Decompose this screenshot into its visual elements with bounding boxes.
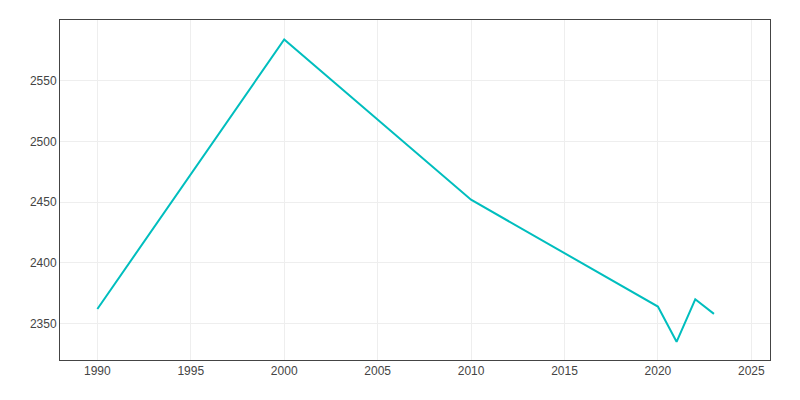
svg-text:2025: 2025 — [738, 364, 765, 378]
svg-text:1990: 1990 — [84, 364, 111, 378]
svg-text:2015: 2015 — [551, 364, 578, 378]
svg-text:2500: 2500 — [30, 135, 57, 149]
svg-text:2000: 2000 — [271, 364, 298, 378]
svg-text:2350: 2350 — [30, 317, 57, 331]
svg-text:2450: 2450 — [30, 195, 57, 209]
svg-text:2010: 2010 — [458, 364, 485, 378]
svg-text:2550: 2550 — [30, 74, 57, 88]
svg-text:1995: 1995 — [177, 364, 204, 378]
svg-text:2020: 2020 — [645, 364, 672, 378]
svg-text:2005: 2005 — [364, 364, 391, 378]
svg-text:2400: 2400 — [30, 256, 57, 270]
